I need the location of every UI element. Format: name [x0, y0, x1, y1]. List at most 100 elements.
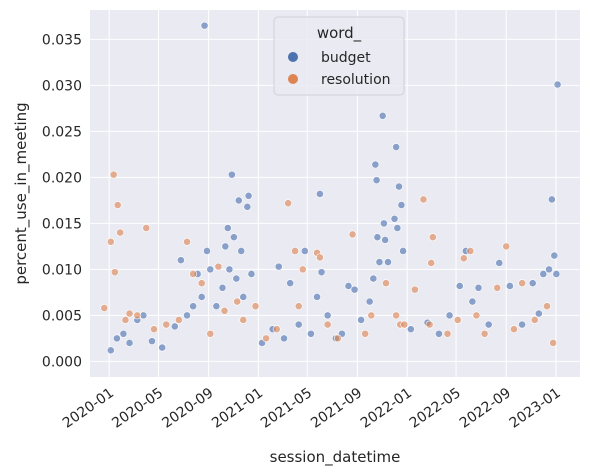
point-budget [280, 334, 288, 343]
point-budget [406, 325, 415, 334]
point-budget [390, 214, 399, 223]
point-budget [381, 236, 390, 244]
point-budget [189, 302, 198, 311]
point-resolution [316, 253, 324, 262]
point-budget [218, 283, 227, 292]
point-budget [468, 297, 477, 306]
grid [90, 10, 580, 377]
point-resolution [133, 311, 142, 320]
y-tick-label: 0.025 [42, 124, 82, 140]
point-resolution [214, 262, 223, 271]
point-resolution [206, 329, 215, 338]
point-budget [552, 270, 561, 278]
point-budget [200, 21, 209, 30]
point-resolution [367, 311, 376, 320]
point-budget [234, 196, 243, 205]
point-resolution [162, 320, 171, 329]
x-axis-label: session_datetime [270, 448, 401, 467]
point-budget [203, 247, 211, 255]
point-budget [392, 143, 401, 151]
point-budget [183, 311, 191, 320]
x-tick-label: 2022-09 [457, 385, 514, 432]
point-budget [232, 274, 241, 283]
legend-box [273, 16, 405, 96]
point-resolution [239, 316, 248, 324]
point-resolution [425, 320, 434, 329]
point-resolution [298, 265, 307, 274]
point-budget [545, 265, 553, 274]
point-resolution [518, 279, 527, 288]
point-budget [239, 293, 248, 301]
y-tick-label: 0.030 [42, 78, 82, 94]
point-resolution [472, 311, 481, 320]
point-resolution [502, 242, 511, 251]
point-budget [505, 282, 514, 290]
point-resolution [150, 325, 158, 334]
point-resolution [262, 334, 271, 343]
point-resolution [480, 329, 489, 338]
point-budget [380, 219, 388, 228]
point-resolution [466, 247, 475, 255]
point-budget [230, 233, 238, 242]
point-resolution [411, 285, 419, 294]
point-budget [244, 191, 253, 200]
point-budget [373, 233, 382, 242]
y-tick-label: 0.010 [42, 262, 82, 278]
point-resolution [233, 297, 242, 306]
point-resolution [109, 170, 118, 179]
point-resolution [493, 283, 502, 292]
point-resolution [443, 329, 452, 338]
point-resolution [400, 320, 409, 329]
point-resolution [530, 316, 539, 324]
x-tick-label: 2020-09 [159, 385, 216, 432]
point-resolution [125, 309, 134, 318]
point-budget [455, 282, 464, 290]
y-axis-label: percent_use_in_meeting [12, 102, 31, 284]
y-tick-label: 0.035 [42, 32, 82, 48]
point-budget [177, 256, 185, 265]
legend: word_ budget resolution [273, 16, 405, 96]
point-budget [550, 251, 559, 260]
point-budget [316, 190, 324, 198]
point-budget [553, 80, 562, 89]
point-budget [484, 320, 493, 329]
point-budget [495, 259, 504, 267]
y-tick-label: 0.005 [42, 308, 82, 324]
point-budget [237, 247, 246, 255]
point-budget [323, 311, 332, 320]
point-resolution [189, 270, 198, 278]
point-budget [223, 224, 232, 232]
point-budget [158, 343, 167, 352]
x-tick-label: 2021-09 [308, 385, 365, 432]
point-resolution [392, 311, 401, 320]
point-budget [375, 258, 384, 266]
point-budget [474, 283, 483, 292]
point-resolution [543, 302, 551, 311]
point-resolution [220, 306, 229, 315]
point-resolution [291, 247, 299, 255]
point-resolution [453, 316, 462, 324]
legend-marker-resolution [288, 74, 298, 84]
point-budget [243, 202, 252, 211]
point-budget [225, 265, 234, 274]
point-budget [395, 182, 403, 191]
x-tick-label: 2021-01 [209, 385, 266, 432]
point-budget [206, 265, 215, 274]
point-resolution [428, 233, 437, 242]
point-resolution [348, 230, 357, 239]
point-resolution [272, 325, 281, 334]
point-resolution [419, 195, 428, 204]
y-tick-label: 0.020 [42, 170, 82, 186]
point-budget [125, 339, 134, 347]
y-tick-labels: 0.000 0.005 0.010 0.015 0.020 0.025 0.030 0.035 [42, 32, 82, 370]
point-budget [344, 282, 353, 290]
point-budget [227, 170, 236, 179]
point-resolution [174, 316, 183, 324]
point-budget [294, 320, 303, 329]
point-resolution [116, 228, 125, 237]
point-resolution [284, 199, 293, 208]
point-resolution [294, 302, 303, 311]
x-tick-label: 2020-05 [109, 385, 166, 432]
x-tick-label: 2022-05 [407, 385, 464, 432]
